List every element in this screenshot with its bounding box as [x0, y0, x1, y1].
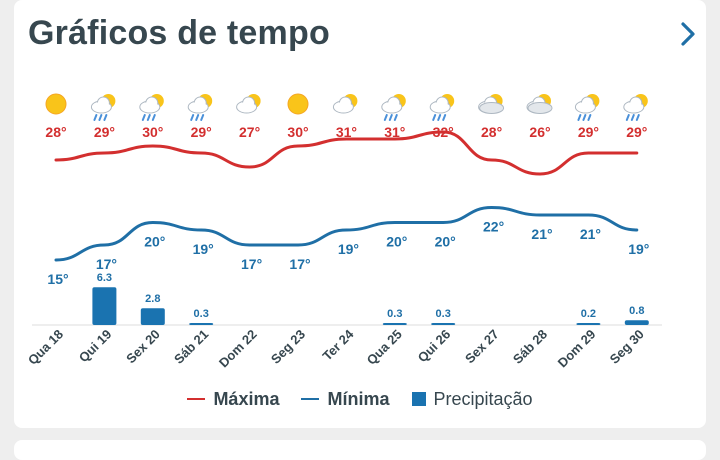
precip-bar: [92, 287, 117, 325]
min-temp-label: 20°: [386, 234, 407, 250]
sun-icon-5: [287, 93, 309, 115]
max-temp-label: 29°: [626, 124, 647, 140]
rain-sun-icon-12: [623, 94, 648, 121]
precip-bar: [431, 323, 456, 325]
max-temp-label: 31°: [336, 124, 357, 140]
rain-sun-icon-2: [139, 94, 164, 121]
legend-precip-label: Precipitação: [433, 388, 533, 409]
day-axis-label: Sex 20: [123, 327, 163, 367]
precip-label: 0.3: [387, 308, 402, 320]
precip-label: 6.3: [97, 272, 112, 284]
min-temp-label: 19°: [193, 241, 214, 257]
min-temp-label: 17°: [289, 256, 310, 272]
next-card: [14, 440, 706, 460]
partly-cloudy-icon-4: [236, 94, 261, 114]
precip-label: 0.2: [581, 308, 596, 320]
rain-sun-icon-1: [90, 94, 116, 121]
max-temp-label: 27°: [239, 124, 260, 140]
max-temp-label: 28°: [45, 124, 66, 140]
min-temp-label: 21°: [531, 226, 552, 242]
max-temp-line: [54, 130, 639, 176]
min-temp-label: 17°: [96, 256, 117, 272]
min-temp-label: 20°: [144, 234, 165, 250]
partly-cloudy-icon-6: [332, 94, 358, 114]
day-axis-label: Sex 27: [462, 327, 502, 367]
rain-sun-icon-3: [187, 94, 213, 121]
precip-bar: [624, 320, 649, 325]
day-axis-label: Ter 24: [320, 326, 358, 364]
rain-sun-icon-8: [429, 94, 455, 121]
precip-label: 0.3: [436, 308, 451, 320]
max-temp-label: 28°: [481, 124, 502, 140]
min-temp-label: 21°: [580, 226, 601, 242]
day-axis-label: Qui 26: [415, 327, 454, 366]
max-temp-label: 29°: [578, 124, 599, 140]
legend-item-precip[interactable]: Precipitação: [411, 388, 533, 410]
max-temp-label: 29°: [191, 124, 212, 140]
legend-min-label: Mínima: [327, 388, 390, 409]
page-title: Gráficos de tempo: [28, 14, 330, 52]
precip-label: 2.8: [145, 293, 160, 305]
weather-charts-card: Gráficos de tempo 28° 29° 30° 29° 27° 30° 31° 3…: [14, 0, 706, 428]
precip-bar: [189, 323, 214, 325]
rain-sun-icon-7: [381, 94, 406, 121]
min-temp-label: 15°: [47, 271, 68, 287]
legend-precip-square-icon: [411, 392, 426, 406]
day-axis-label: Seg 23: [268, 327, 308, 367]
precip-bar: [576, 323, 601, 325]
max-temp-label: 26°: [529, 124, 550, 140]
day-axis-label: Dom 29: [555, 327, 599, 371]
cloudy-icon-10: [526, 94, 553, 114]
min-temp-label: 17°: [241, 256, 262, 272]
legend-item-max[interactable]: Máxima: [187, 389, 279, 410]
cloudy-icon-9: [478, 94, 505, 114]
chart-legend: Máxima Mínima Precipitação: [14, 386, 706, 412]
precip-bar: [382, 323, 407, 325]
min-temp-label: 19°: [628, 241, 649, 257]
day-axis-label: Sáb 28: [510, 327, 550, 367]
max-temp-label: 31°: [384, 124, 405, 140]
legend-item-min[interactable]: Mínima: [301, 388, 390, 410]
min-temp-label: 19°: [338, 241, 359, 257]
min-temp-label: 22°: [483, 219, 504, 235]
max-temp-label: 29°: [94, 124, 115, 140]
weather-chart: 28° 29° 30° 29° 27° 30° 31° 31° 32° 28° 26° 29° 29°1…: [25, 93, 662, 371]
precip-label: 0.8: [629, 305, 644, 317]
precip-bar: [140, 308, 165, 325]
min-temp-line: [54, 205, 639, 262]
min-temp-label: 20°: [435, 234, 456, 250]
day-axis-label: Seg 30: [607, 327, 647, 367]
sun-icon-0: [45, 93, 67, 115]
day-axis-label: Qui 19: [76, 327, 115, 366]
day-axis-label: Qua 25: [364, 327, 405, 368]
rain-sun-icon-11: [574, 94, 600, 121]
day-axis-label: Dom 22: [216, 327, 260, 371]
day-axis-label: Qua 18: [25, 327, 66, 368]
chevron-right-icon[interactable]: [676, 20, 700, 48]
day-axis-label: Sáb 21: [171, 327, 211, 367]
legend-min-line-icon: [301, 398, 320, 400]
legend-max-label: Máxima: [213, 388, 280, 409]
max-temp-label: 30°: [142, 124, 163, 140]
precip-label: 0.3: [194, 308, 209, 320]
max-temp-label: 30°: [287, 124, 308, 140]
legend-max-line-icon: [187, 398, 206, 400]
